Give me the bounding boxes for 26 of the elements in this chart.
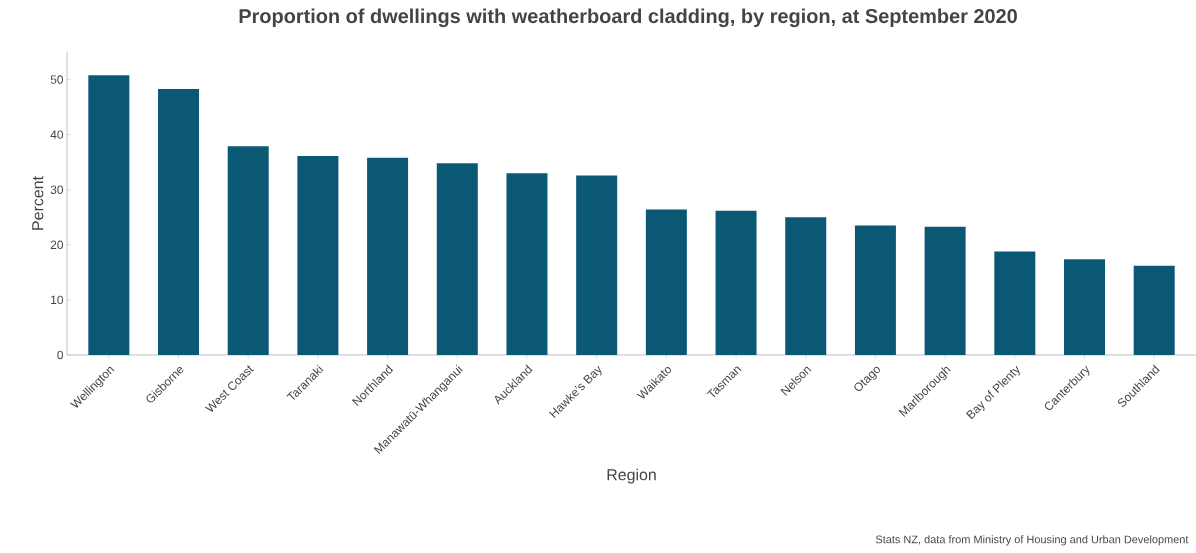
bar <box>297 156 339 355</box>
bar <box>1133 265 1175 355</box>
y-tick-label: 0 <box>57 350 64 360</box>
y-tick-label: 40 <box>50 130 64 139</box>
bar <box>785 217 827 355</box>
y-axis-title: Percent <box>32 176 44 230</box>
chart-title: Proportion of dwellings with weatherboard cladding, by region, at September 2020 <box>239 8 1017 28</box>
bar <box>506 173 548 355</box>
bar <box>436 163 478 355</box>
bar <box>158 88 200 355</box>
x-axis-title: Region <box>607 468 656 484</box>
bar <box>924 226 966 355</box>
bar <box>645 209 687 355</box>
bar <box>994 251 1036 355</box>
bar <box>88 75 130 355</box>
y-tick-label: 10 <box>51 295 64 305</box>
y-tick-label: 30 <box>50 185 64 194</box>
bar <box>1064 259 1105 355</box>
text: Stats NZ, data from Ministry of Housing and Urban Development <box>875 535 1189 546</box>
bar <box>715 210 757 355</box>
bar <box>367 157 409 355</box>
y-tick-label: 20 <box>50 240 64 250</box>
bar <box>854 225 896 355</box>
bar <box>576 175 618 355</box>
bar <box>227 146 269 355</box>
y-tick-label: 50 <box>50 75 64 84</box>
